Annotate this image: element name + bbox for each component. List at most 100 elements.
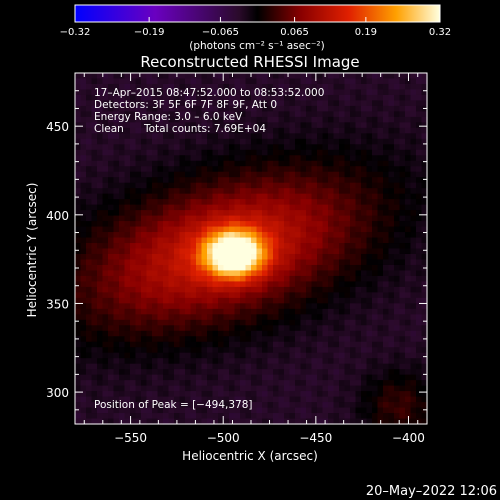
heatmap-cell	[328, 127, 335, 134]
heatmap-cell	[240, 402, 247, 409]
heatmap-cell	[399, 248, 406, 255]
heatmap-cell	[108, 105, 115, 112]
heatmap-cell	[361, 303, 368, 310]
heatmap-cell	[185, 215, 192, 222]
heatmap-cell	[300, 259, 307, 266]
heatmap-cell	[251, 391, 258, 398]
heatmap-cell	[212, 94, 219, 102]
heatmap-cell	[97, 182, 104, 189]
heatmap-cell	[366, 297, 373, 304]
heatmap-cell	[190, 149, 197, 156]
heatmap-cell	[218, 78, 225, 85]
heatmap-cell	[322, 193, 329, 200]
heatmap-cell	[421, 286, 428, 293]
heatmap-cell	[355, 78, 362, 85]
heatmap-cell	[141, 83, 148, 91]
heatmap-cell	[190, 352, 197, 359]
heatmap-cell	[372, 122, 379, 129]
heatmap-cell	[196, 127, 203, 134]
heatmap-cell	[124, 78, 131, 85]
heatmap-cell	[234, 407, 241, 414]
heatmap-cell	[278, 281, 285, 288]
heatmap-cell	[416, 407, 423, 414]
heatmap-cell	[306, 138, 313, 145]
heatmap-cell	[355, 193, 362, 200]
heatmap-cell	[333, 407, 340, 414]
heatmap-cell	[124, 133, 131, 140]
heatmap-cell	[322, 292, 329, 299]
heatmap-cell	[295, 281, 302, 288]
heatmap-cell	[394, 144, 401, 151]
heatmap-cell	[135, 83, 142, 91]
heatmap-cell	[377, 385, 384, 392]
heatmap-cell	[421, 171, 428, 178]
heatmap-cell	[306, 396, 313, 403]
heatmap-cell	[267, 391, 274, 398]
heatmap-cell	[135, 374, 142, 381]
heatmap-cell	[157, 210, 164, 217]
heatmap-cell	[152, 385, 159, 392]
heatmap-cell	[240, 127, 247, 134]
heatmap-cell	[157, 336, 164, 343]
heatmap-cell	[91, 347, 98, 354]
heatmap-cell	[267, 100, 274, 107]
heatmap-cell	[383, 188, 390, 195]
heatmap-cell	[212, 133, 219, 140]
heatmap-cell	[350, 418, 357, 425]
heatmap-cell	[97, 358, 104, 365]
heatmap-cell	[262, 193, 269, 200]
heatmap-cell	[410, 188, 417, 195]
heatmap-cell	[108, 391, 115, 398]
heatmap-cell	[113, 270, 120, 277]
heatmap-cell	[322, 221, 329, 228]
heatmap-cell	[366, 314, 373, 321]
heatmap-cell	[350, 358, 357, 365]
heatmap-cell	[146, 177, 153, 184]
heatmap-cell	[168, 177, 175, 184]
heatmap-cell	[163, 144, 170, 151]
heatmap-cell	[333, 226, 340, 233]
heatmap-cell	[185, 325, 192, 332]
heatmap-cell	[421, 122, 428, 129]
heatmap-cell	[416, 396, 423, 403]
heatmap-cell	[399, 407, 406, 414]
heatmap-cell	[234, 413, 241, 420]
heatmap-cell	[410, 243, 417, 250]
heatmap-cell	[410, 402, 417, 409]
heatmap-cell	[218, 105, 225, 112]
heatmap-cell	[372, 177, 379, 184]
heatmap-cell	[157, 308, 164, 315]
heatmap-cell	[377, 363, 384, 370]
heatmap-cell	[377, 111, 384, 118]
heatmap-cell	[80, 248, 87, 255]
heatmap-cell	[262, 292, 269, 299]
heatmap-cell	[278, 308, 285, 315]
heatmap-cell	[344, 193, 351, 200]
heatmap-cell	[262, 127, 269, 134]
heatmap-cell	[410, 232, 417, 239]
heatmap-cell	[223, 226, 230, 233]
heatmap-cell	[196, 308, 203, 315]
heatmap-cell	[284, 78, 291, 85]
heatmap-cell	[333, 308, 340, 315]
heatmap-cell	[366, 177, 373, 184]
heatmap-cell	[388, 133, 395, 140]
heatmap-cell	[295, 226, 302, 233]
heatmap-cell	[223, 407, 230, 414]
heatmap-cell	[223, 210, 230, 217]
heatmap-cell	[113, 199, 120, 206]
heatmap-cell	[75, 396, 82, 403]
heatmap-cell	[421, 341, 428, 348]
heatmap-cell	[80, 275, 87, 282]
heatmap-cell	[135, 105, 142, 112]
heatmap-cell	[267, 133, 274, 140]
heatmap-cell	[405, 286, 412, 293]
heatmap-cell	[135, 248, 142, 255]
heatmap-cell	[311, 281, 318, 288]
heatmap-cell	[311, 193, 318, 200]
heatmap-cell	[163, 270, 170, 277]
heatmap-cell	[388, 314, 395, 321]
heatmap-cell	[300, 264, 307, 272]
heatmap-cell	[86, 308, 93, 315]
heatmap-cell	[91, 144, 98, 151]
